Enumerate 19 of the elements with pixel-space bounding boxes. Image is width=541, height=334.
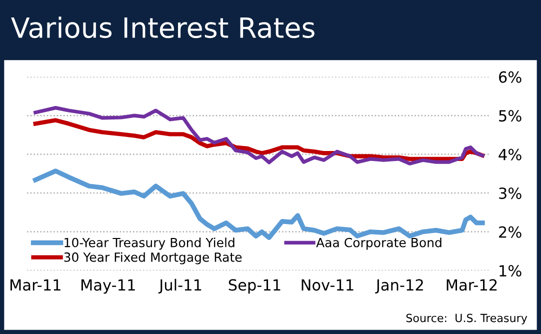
- chart-title: Various Interest Rates: [11, 16, 314, 38]
- legend-label: 10-Year Treasury Bond Yield: [64, 238, 234, 250]
- line-series: [34, 106, 484, 166]
- x-tick-label: Mar-12: [446, 279, 497, 291]
- y-tick-label: 2%: [499, 226, 522, 238]
- y-tick-label: 6%: [499, 71, 522, 83]
- y-tick-label: 4%: [498, 148, 522, 160]
- x-tick-label: May-11: [81, 279, 135, 294]
- y-tick-label: 3%: [499, 188, 522, 200]
- x-tick-label: Jul-11: [158, 278, 202, 294]
- y-tick-label: 1%: [500, 265, 522, 277]
- y-tick-label: 5%: [499, 110, 522, 122]
- x-tick-label: Mar-11: [10, 279, 60, 291]
- x-tick-label: Sep-11: [228, 279, 280, 294]
- x-tick-label: Nov-11: [302, 279, 354, 291]
- source-note: Source: U.S. Treasury: [406, 314, 528, 324]
- x-tick-label: Jan-12: [375, 279, 423, 294]
- legend-label: Aaa Corporate Bond: [316, 238, 442, 250]
- legend-label: 30 Year Fixed Mortgage Rate: [64, 252, 242, 264]
